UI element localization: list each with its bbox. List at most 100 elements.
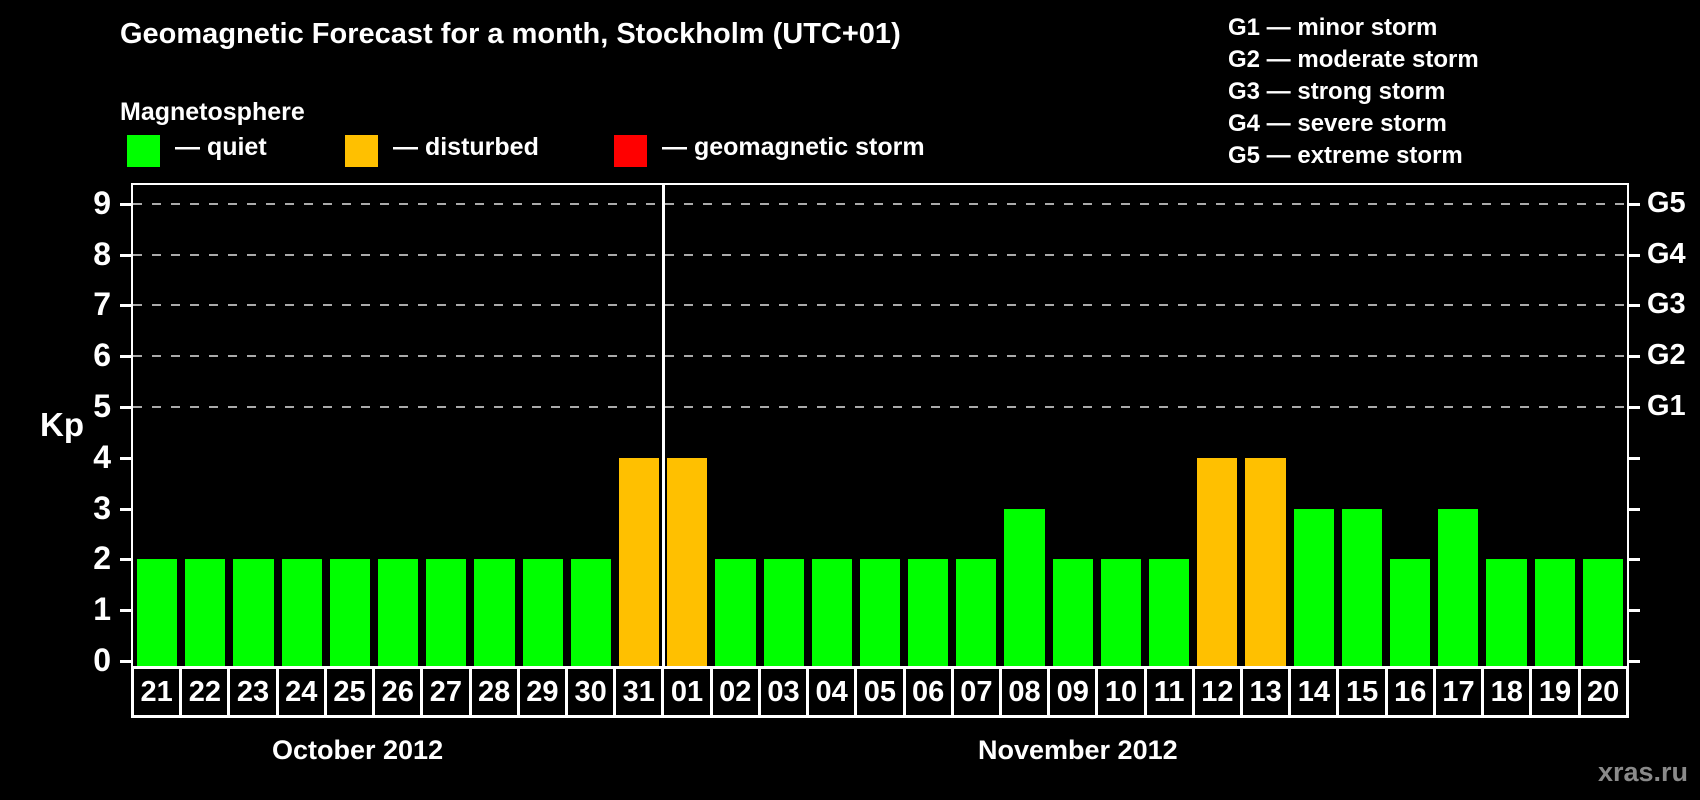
day-label-cell: 04 [809,669,858,715]
day-label-cell: 20 [1587,675,1620,708]
watermark: xras.ru [1597,757,1688,787]
kp-bar-day-23 [233,559,274,668]
day-label-cell: 16 [1388,669,1436,715]
kp-bar-day-20 [1582,559,1623,668]
day-label-cell: 28 [472,669,520,715]
g-axis-tick [1629,304,1640,308]
day-label-cell: 25 [327,669,376,715]
kp-bar-day-24 [281,559,322,668]
kp-bar-day-14 [1293,508,1334,668]
g-legend-line: G1 — minor storm [1228,14,1438,41]
gridline [133,406,1627,408]
kp-bar-day-30 [570,559,611,668]
g-axis-label: G3 [1647,288,1686,321]
kp-bar-day-26 [377,559,419,668]
kp-bar-day-05 [859,559,901,668]
kp-bar-day-17 [1438,508,1479,668]
kp-bar-day-06 [908,559,949,668]
month-label-october: October 2012 [272,735,444,765]
kp-bar-day-02 [715,559,756,668]
g-axis-label: G4 [1647,237,1686,270]
g-legend-line: G4 — severe storm [1228,110,1447,137]
kp-bar-day-07 [956,559,997,668]
kp-bar-day-11 [1149,559,1190,668]
g-axis-tick [1629,253,1640,257]
y-axis-tick-label: 5 [93,388,111,424]
y-axis-tick [120,253,131,257]
g-axis-tick [1629,660,1640,663]
day-label-cell: 22 [182,669,231,715]
day-label-cell: 18 [1484,669,1533,715]
day-label-cell: 12 [1195,669,1244,715]
gridline [133,355,1627,358]
day-label-cell: 09 [1050,669,1099,715]
y-axis-tick [120,456,131,460]
y-axis-tick [120,355,131,359]
y-axis-tick-label: 1 [93,591,111,628]
y-axis-tick [120,507,131,511]
day-label-cell: 06 [906,669,954,715]
day-label-cell: 17 [1436,669,1485,715]
day-label-cell: 19 [1532,669,1581,715]
legend-label-disturbed: — disturbed [393,133,539,161]
day-label-cell: 01 [664,669,713,715]
g-axis-tick [1629,406,1640,409]
y-axis-tick-label: 2 [93,540,111,577]
g-axis-tick [1629,456,1640,460]
kp-bar-day-15 [1341,508,1383,668]
gridline [133,202,1627,205]
g-axis-tick [1629,355,1640,359]
date-axis-row: 21 22 23 24 25 26 27 28 29 30 31 01 02 03 04 05 06 07 08 09… [131,666,1629,718]
y-axis-tick [120,660,131,663]
day-label-cell: 14 [1291,669,1340,715]
kp-bar-day-12 [1197,457,1238,668]
y-axis-tick-label: 4 [93,438,111,475]
day-label-cell: 05 [857,669,906,715]
kp-bar-day-04 [811,559,852,668]
kp-bar-day-31 [618,457,660,668]
kp-bar-day-22 [185,559,226,668]
quiet-swatch-icon [127,135,160,167]
g-legend-line: G3 — strong storm [1228,78,1446,105]
y-axis-tick [120,609,131,613]
legend-label-quiet: — quiet [175,133,267,161]
day-label-cell: 03 [761,669,810,715]
day-label-cell: 30 [568,669,617,715]
y-axis-tick-label: 7 [93,286,111,323]
day-label-cell: 31 [616,669,665,715]
kp-bar-day-13 [1245,457,1286,668]
day-label-cell: 21 [134,669,183,715]
day-label-cell: 02 [713,669,761,715]
g-axis-tick [1629,507,1640,511]
y-axis-tick [120,202,131,206]
day-label-cell: 10 [1098,669,1147,715]
g-legend-line: G5 — extreme storm [1228,142,1463,169]
month-separator-line [661,185,665,668]
y-axis-tick-label: 9 [93,184,111,221]
month-label-november: November 2012 [978,735,1178,765]
day-label-cell: 13 [1243,669,1292,715]
day-label-cell: 26 [375,669,424,715]
gridline [133,253,1627,256]
y-axis-tick [120,406,131,409]
plot-area: 0 1 2 3 4 5 6 7 8 9 G1 G2 G3 G4 G5 [93,183,1686,676]
kp-bar-day-18 [1486,559,1527,668]
g-axis-tick [1629,558,1640,562]
kp-bar-day-25 [329,559,370,668]
day-label-cell: 27 [423,669,472,715]
legend-group-title: Magnetosphere [120,98,305,126]
kp-bar-day-08 [1004,508,1045,668]
kp-bar-day-03 [763,559,804,668]
g-axis-label: G2 [1647,339,1686,372]
y-axis-title: Kp [40,406,84,443]
day-label-cell: 15 [1339,669,1388,715]
kp-bar-day-29 [522,559,563,668]
g-axis-label: G5 [1647,186,1686,219]
disturbed-swatch-icon [345,135,378,167]
kp-bar-day-27 [426,559,467,668]
legend-label-storm: — geomagnetic storm [662,133,925,161]
y-axis-tick-label: 3 [93,489,111,526]
y-axis-tick [120,304,131,308]
y-axis-tick-label: 0 [93,642,111,678]
day-label-cell: 23 [230,669,279,715]
